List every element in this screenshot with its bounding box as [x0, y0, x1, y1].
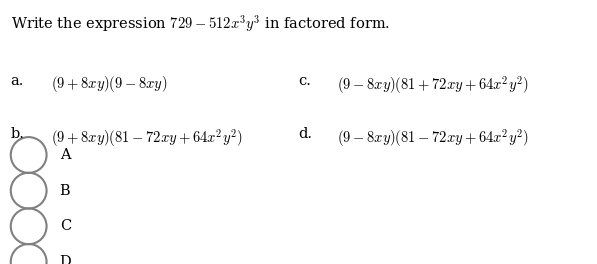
Text: $(9+8xy)(81-72xy+64x^2y^2)$: $(9+8xy)(81-72xy+64x^2y^2)$ — [51, 127, 242, 149]
Text: $(9-8xy)(81-72xy+64x^2y^2)$: $(9-8xy)(81-72xy+64x^2y^2)$ — [337, 127, 529, 149]
Text: a.: a. — [11, 74, 24, 88]
Text: C: C — [60, 219, 71, 233]
Text: d.: d. — [298, 127, 312, 141]
Text: B: B — [60, 184, 70, 198]
Text: $(9-8xy)(81+72xy+64x^2y^2)$: $(9-8xy)(81+72xy+64x^2y^2)$ — [337, 74, 529, 96]
Text: D: D — [60, 255, 72, 264]
Text: c.: c. — [298, 74, 312, 88]
Text: A: A — [60, 148, 70, 162]
Text: Write the expression $729-512x^3y^3$ in factored form.: Write the expression $729-512x^3y^3$ in … — [11, 13, 390, 34]
Text: $(9+8xy)(9-8xy)$: $(9+8xy)(9-8xy)$ — [51, 74, 167, 94]
Text: b.: b. — [11, 127, 24, 141]
